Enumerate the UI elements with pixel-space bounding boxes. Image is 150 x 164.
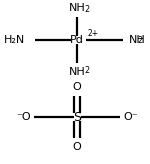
Text: Pd: Pd — [70, 35, 84, 45]
Text: 2: 2 — [85, 66, 90, 75]
Text: NH: NH — [69, 3, 85, 13]
Text: NH: NH — [129, 35, 146, 45]
Text: O⁻: O⁻ — [124, 112, 138, 122]
Text: S: S — [73, 111, 81, 124]
Text: H₂N: H₂N — [4, 35, 26, 45]
Text: NH: NH — [69, 67, 85, 77]
Text: ⁻O: ⁻O — [16, 112, 31, 122]
Text: 2: 2 — [138, 36, 143, 45]
Text: 2: 2 — [85, 5, 90, 14]
Text: O: O — [73, 142, 82, 152]
Text: 2+: 2+ — [88, 30, 99, 38]
Text: O: O — [73, 82, 82, 92]
